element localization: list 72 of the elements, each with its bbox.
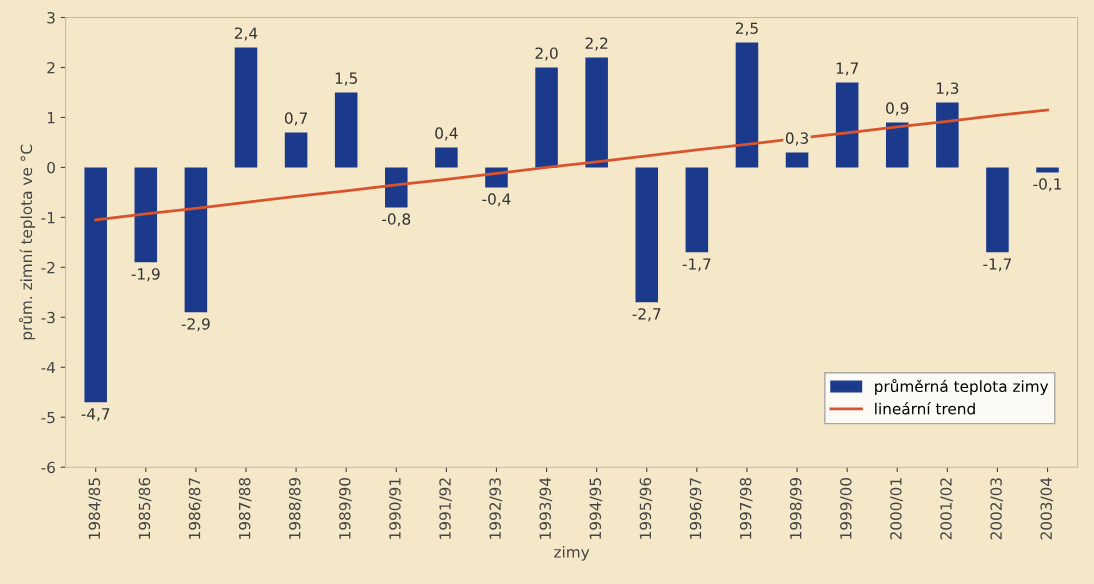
x-axis-title: zimy	[554, 545, 590, 561]
y-axis-title: prům. zimní teplota ve °C	[19, 144, 36, 340]
x-tick-label: 1989/90	[339, 477, 352, 539]
x-tick-label: 2002/03	[990, 478, 1004, 540]
x-tick-label: 1990/91	[389, 478, 402, 539]
bar	[685, 167, 709, 253]
y-tick-label: 0	[47, 161, 55, 174]
x-tick-label: 1995/96	[639, 477, 653, 539]
y-tick-label: 3	[47, 11, 55, 24]
bar	[535, 67, 558, 168]
data-label: -1,7	[682, 258, 711, 272]
bar	[735, 42, 759, 168]
x-tick-label: 1997/98	[739, 477, 753, 539]
x-tick-label: 1992/93	[489, 478, 503, 539]
bar	[284, 132, 308, 168]
bar	[435, 147, 458, 168]
x-tick-label: 2003/04	[1040, 477, 1054, 540]
data-label: 1,3	[936, 82, 959, 96]
x-tick-label: 1999/00	[840, 477, 853, 539]
data-label: 2,0	[535, 47, 558, 61]
legend-label: lineární trend	[875, 402, 975, 415]
x-tick-label: 2001/02	[940, 478, 953, 540]
data-label: -1,9	[131, 268, 160, 282]
bar	[1036, 167, 1059, 173]
data-label: 0,7	[284, 112, 307, 126]
legend-label: průměrná teplota zimy	[875, 378, 1049, 396]
y-tick-label: -6	[41, 461, 55, 474]
data-label: 2,2	[585, 37, 608, 51]
y-tick-label: -1	[41, 212, 55, 224]
x-tick-label: 1984/85	[88, 478, 102, 539]
x-tick-label: 1993/94	[539, 477, 553, 539]
y-tick-label: -4	[41, 361, 56, 374]
data-label: 1,5	[335, 72, 357, 86]
x-tick-label: 1996/97	[689, 478, 703, 539]
bar	[986, 167, 1009, 253]
x-tick-label: 2000/01	[890, 478, 903, 540]
bar	[184, 167, 208, 313]
x-tick-label: 1986/87	[188, 478, 202, 539]
x-tick-label: 1987/88	[238, 477, 252, 539]
data-label: -0,4	[482, 193, 511, 207]
bar	[785, 152, 809, 168]
bar	[385, 167, 408, 208]
data-label: 2,5	[735, 22, 758, 36]
bar	[936, 102, 959, 168]
data-label: -4,7	[81, 408, 110, 422]
x-tick-label: 1994/95	[589, 478, 603, 539]
bar	[835, 82, 859, 168]
bar	[334, 92, 358, 168]
data-label: -0,1	[1033, 178, 1062, 192]
bar	[585, 57, 608, 168]
x-tick-label: 1998/99	[789, 478, 803, 539]
data-label: 0,9	[886, 102, 909, 116]
data-label: -2,9	[181, 318, 210, 332]
y-tick-label: 2	[47, 61, 55, 74]
y-tick-label: 1	[47, 112, 55, 124]
bar	[84, 167, 107, 403]
bar	[134, 167, 158, 263]
y-tick-label: -3	[41, 311, 55, 324]
data-label: 2,4	[234, 27, 258, 41]
data-label: -1,7	[983, 258, 1012, 272]
bar	[234, 47, 258, 168]
data-label: -0,8	[382, 213, 411, 227]
x-tick-label: 1985/86	[138, 477, 152, 539]
bar	[635, 167, 659, 303]
x-tick-label: 1988/89	[288, 478, 302, 539]
bar	[885, 122, 909, 168]
data-label: -2,7	[632, 308, 661, 322]
y-tick-label: -2	[41, 261, 55, 274]
y-tick-label: -5	[41, 411, 55, 424]
data-label: 1,7	[836, 62, 858, 76]
data-label: 0,4	[435, 127, 458, 141]
x-tick-label: 1991/92	[439, 478, 453, 539]
